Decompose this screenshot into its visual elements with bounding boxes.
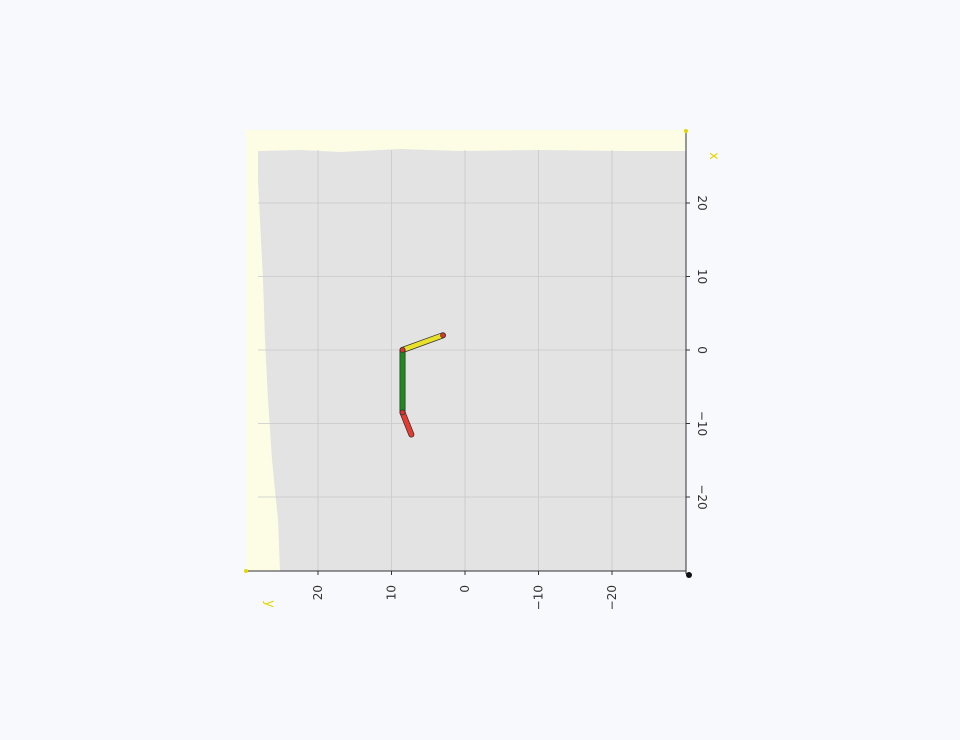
y-axis-label: y xyxy=(262,600,277,608)
joint-base xyxy=(440,332,446,339)
y-axis-tick-label: 0 xyxy=(458,585,472,593)
x-axis-tick-label: 10 xyxy=(695,269,709,284)
y-axis-tick-label: −20 xyxy=(605,585,619,610)
x-axis-label: x xyxy=(706,152,721,160)
link-3 xyxy=(400,410,414,437)
y-axis-tick-label: −10 xyxy=(532,585,546,610)
link-1 xyxy=(400,333,446,353)
x-axis-tick-label: 0 xyxy=(695,346,709,354)
x-axis-tick-label: −20 xyxy=(695,484,709,509)
y-axis-tick-label: 10 xyxy=(385,585,399,600)
x-axis-end-marker xyxy=(684,129,688,133)
y-axis-tick-labels: 20 10 0 −10 −20 xyxy=(311,571,619,610)
floor-plane xyxy=(258,149,686,571)
y-axis-end-marker xyxy=(244,569,248,573)
y-axis-tick-label: 20 xyxy=(311,585,325,600)
x-axis-tick-labels: 20 10 0 −10 −20 xyxy=(686,195,709,510)
grid-lines xyxy=(258,150,686,571)
robot-arm[interactable] xyxy=(399,332,446,438)
x-axis-tick-label: −10 xyxy=(695,411,709,436)
x-axis-tick-label: 20 xyxy=(695,195,709,210)
joint-1 xyxy=(399,347,406,353)
joint-2 xyxy=(399,409,406,416)
axis-origin-marker xyxy=(686,572,692,578)
